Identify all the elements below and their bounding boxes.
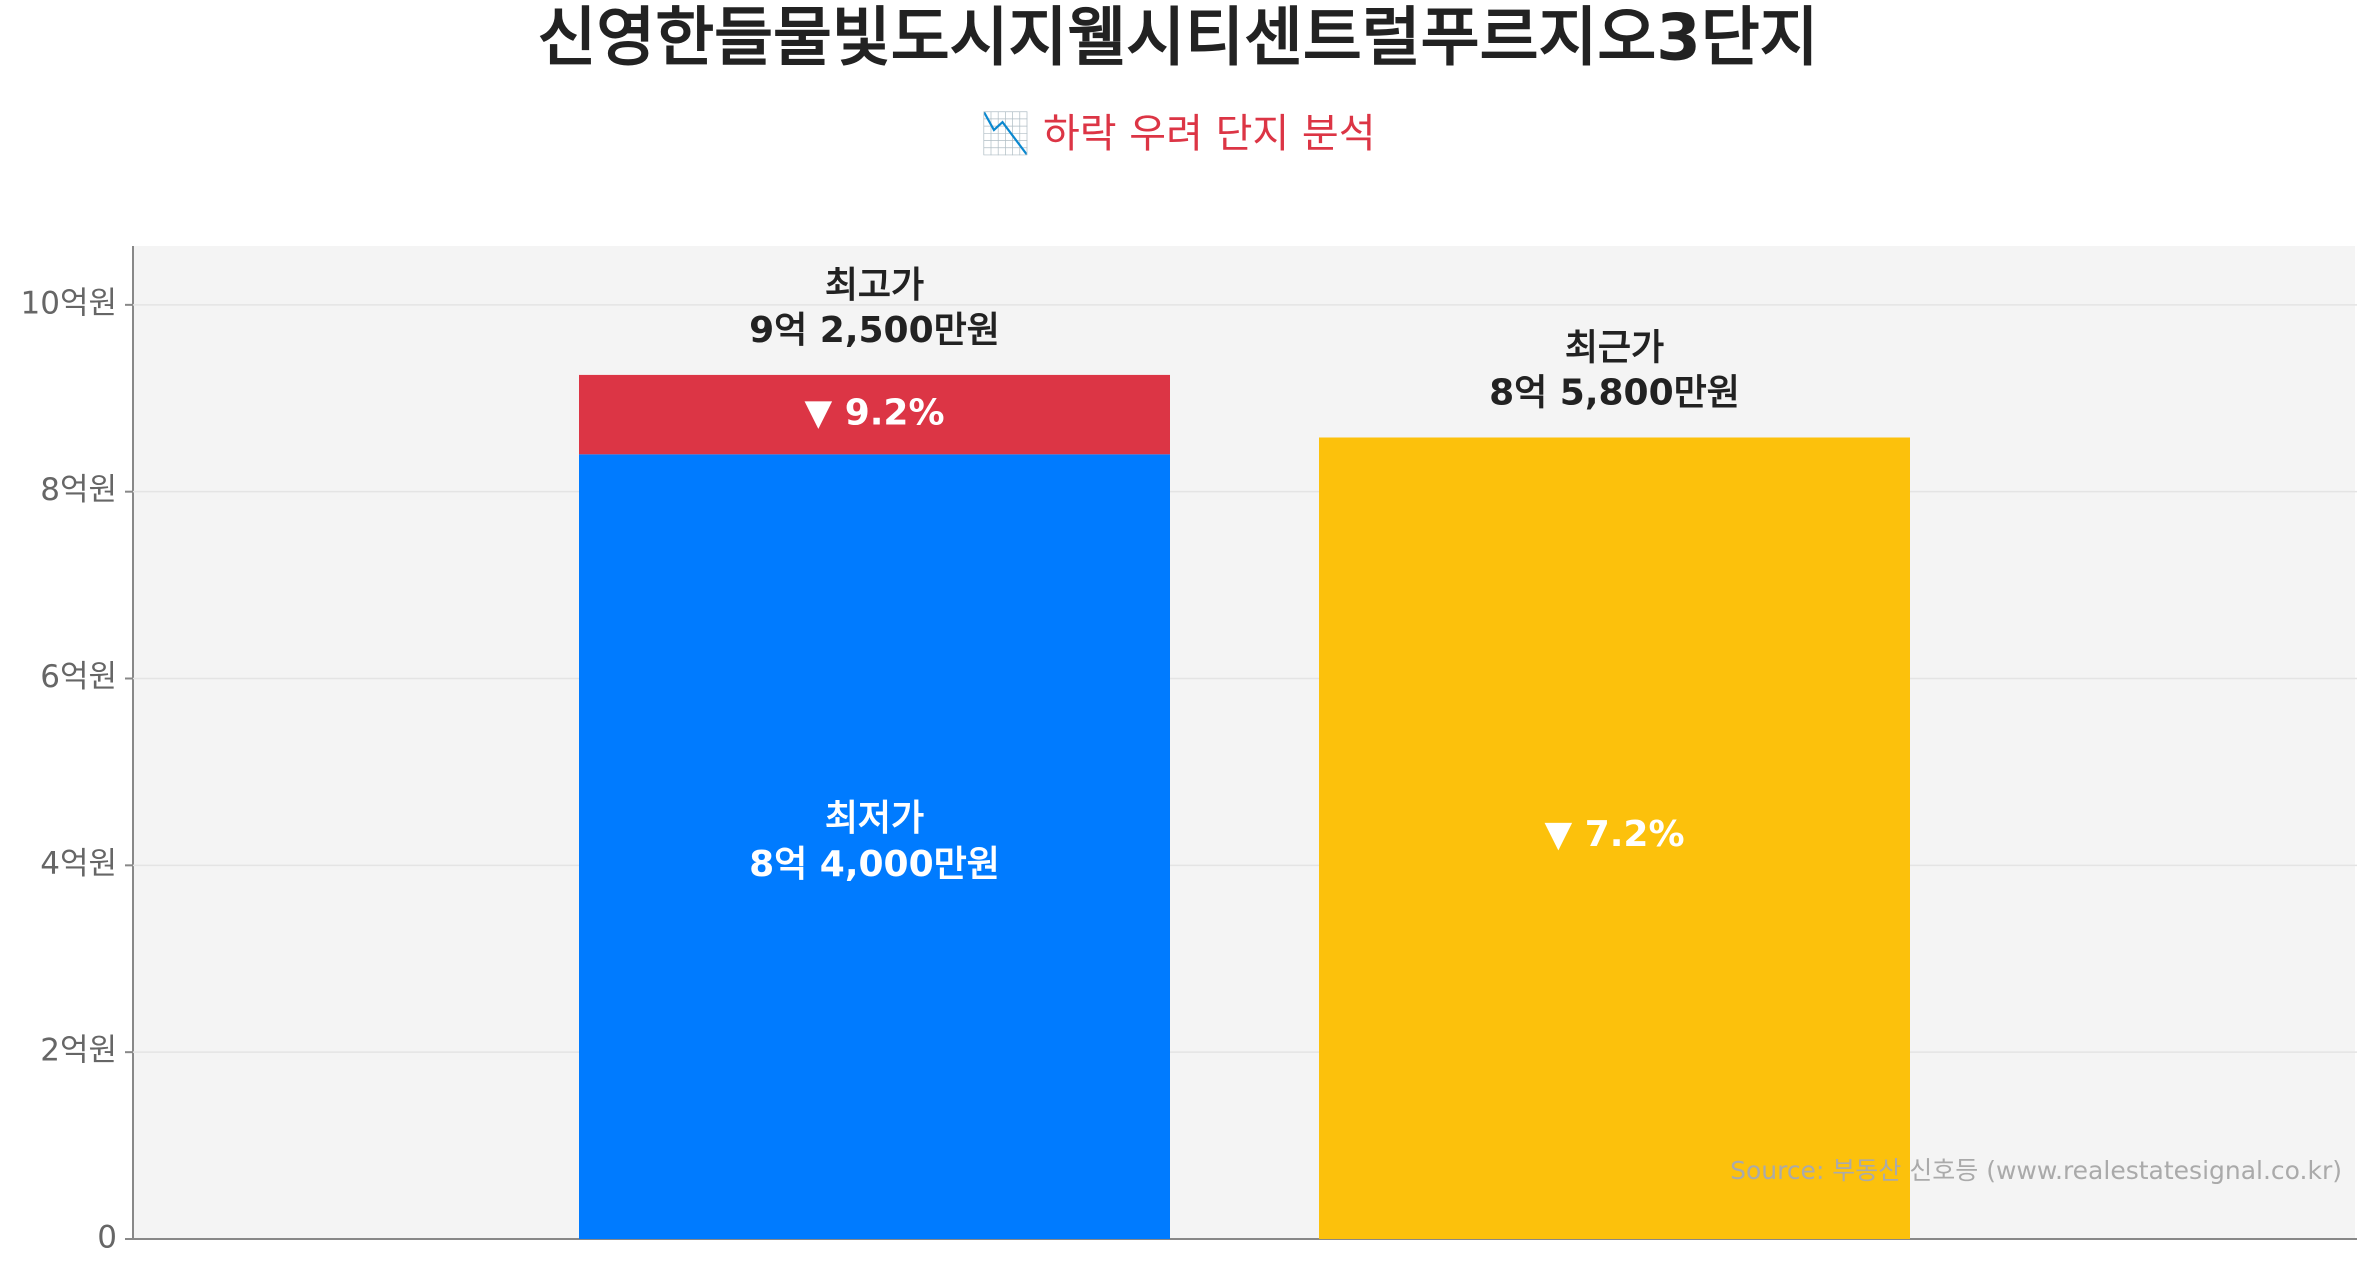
drop-label: ▼ 9.2% <box>804 393 944 434</box>
drop-label: ▼ 7.2% <box>1544 814 1684 855</box>
y-tick-label: 8억원 <box>40 472 117 508</box>
value-label: 8억 5,800만원 <box>1489 373 1740 414</box>
source-note: Source: 부동산 신호등 (www.realestatesignal.co… <box>1730 1156 2342 1185</box>
bar <box>579 454 1170 1239</box>
y-tick-label: 6억원 <box>40 659 117 695</box>
value-label: 8억 4,000만원 <box>749 844 1000 885</box>
value-label: 9억 2,500만원 <box>749 310 1000 351</box>
bar-name: 최근가 <box>1565 328 1664 369</box>
bar <box>1319 437 1910 1239</box>
y-tick-label: 0 <box>97 1220 117 1256</box>
bar-name: 최저가 <box>825 798 924 839</box>
bar-gap <box>579 374 1170 455</box>
y-tick-label: 4억원 <box>40 846 117 882</box>
y-tick-label: 10억원 <box>21 285 118 321</box>
chart-subtitle: 📉 하락 우려 단지 분석 <box>980 110 1375 157</box>
chart-title: 신영한들물빛도시지웰시티센트럴푸르지오3단지 <box>537 2 1818 76</box>
bar-name: 최고가 <box>825 265 924 306</box>
y-tick-label: 2억원 <box>40 1033 117 1069</box>
plot-background <box>133 246 2355 1239</box>
